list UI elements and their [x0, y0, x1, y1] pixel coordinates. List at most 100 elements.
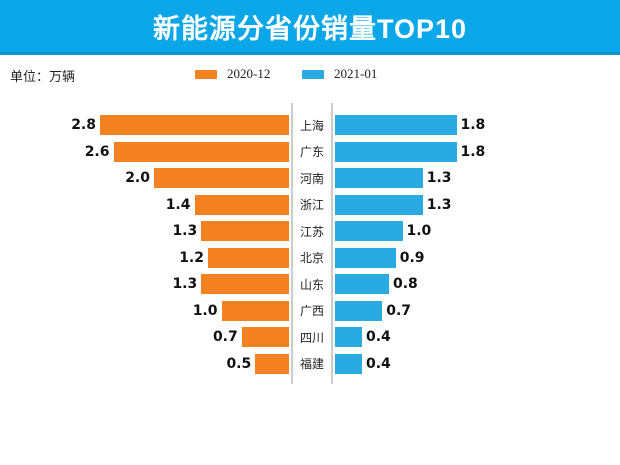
right-value-label: 1.8: [460, 117, 486, 134]
right-cell: 1.8: [335, 115, 620, 136]
province-label: 山东: [299, 277, 324, 292]
left-value-label: 1.3: [172, 223, 198, 240]
left-cell: 0.7: [0, 327, 289, 348]
right-value-label: 0.9: [399, 249, 425, 266]
chart-title: 新能源分省份销量TOP10: [152, 13, 468, 44]
left-cell: 1.0: [0, 300, 289, 321]
left-value-label: 2.6: [84, 143, 110, 160]
right-value-label: 0.4: [366, 355, 391, 372]
category-cell: 广西: [289, 302, 335, 319]
right-cell: 0.4: [335, 353, 620, 374]
right-value-label: 0.4: [366, 329, 391, 346]
bar-2020-12: [154, 168, 289, 189]
legend-swatch-orange: [195, 69, 217, 79]
right-cell: 0.9: [335, 247, 620, 268]
chart-row: 2.0 河南 1.3: [0, 165, 620, 192]
right-value-label: 0.7: [386, 302, 412, 319]
bar-2020-12: [194, 194, 289, 215]
province-label: 福建: [299, 357, 324, 372]
chart-row: 2.6 广东 1.8: [0, 139, 620, 166]
bar-2020-12: [221, 300, 289, 321]
left-cell: 2.8: [0, 115, 289, 136]
bar-2020-12: [201, 221, 289, 242]
chart-row: 1.2 北京 0.9: [0, 245, 620, 272]
bar-2021-01: [335, 221, 403, 242]
chart-row: 1.3 山东 0.8: [0, 271, 620, 298]
left-value-label: 0.7: [212, 329, 238, 346]
right-cell: 0.7: [335, 300, 620, 321]
province-label: 四川: [299, 330, 324, 345]
chart-row: 1.4 浙江 1.3: [0, 192, 620, 219]
right-value-label: 1.0: [406, 223, 432, 240]
bar-2020-12: [241, 327, 289, 348]
left-cell: 0.5: [0, 353, 289, 374]
province-label: 北京: [299, 251, 324, 266]
left-value-label: 2.0: [125, 170, 150, 187]
legend-label: 2020-12: [227, 66, 271, 81]
province-label: 河南: [299, 171, 324, 186]
chart-row: 0.7 四川 0.4: [0, 324, 620, 351]
chart-row: 1.0 广西 0.7: [0, 298, 620, 325]
right-value-label: 1.3: [426, 196, 452, 213]
unit-label: 单位：万辆: [10, 69, 76, 84]
legend-swatch-blue: [302, 69, 324, 79]
left-cell: 2.6: [0, 141, 289, 162]
right-value-label: 1.3: [426, 170, 452, 187]
bar-2021-01: [335, 141, 457, 162]
left-cell: 1.3: [0, 221, 289, 242]
chart-row: 2.8 上海 1.8: [0, 112, 620, 139]
bar-2020-12: [201, 274, 289, 295]
right-cell: 1.8: [335, 141, 620, 162]
left-value-label: 2.8: [71, 117, 96, 134]
bar-2021-01: [335, 115, 457, 136]
center-axis-line-right: [331, 103, 333, 384]
province-label: 上海: [299, 118, 324, 133]
right-cell: 0.8: [335, 274, 620, 295]
bar-2021-01: [335, 247, 396, 268]
right-cell: 1.0: [335, 221, 620, 242]
left-value-label: 1.4: [165, 196, 191, 213]
province-label: 广西: [299, 304, 324, 319]
category-cell: 四川: [289, 329, 335, 346]
left-value-label: 0.5: [226, 355, 252, 372]
bar-2020-12: [113, 141, 289, 162]
bar-2020-12: [255, 353, 289, 374]
province-label: 浙江: [299, 198, 324, 213]
category-cell: 福建: [289, 355, 335, 372]
left-cell: 1.3: [0, 274, 289, 295]
category-cell: 广东: [289, 143, 335, 160]
bar-2021-01: [335, 327, 362, 348]
province-label: 广东: [299, 145, 324, 160]
chart-rows: 2.8 上海 1.8 2.6 广东 1.8 2.0 河南 1.3 1.4 浙江 1.3 1.3 江苏 1.0…: [0, 112, 620, 377]
category-cell: 山东: [289, 276, 335, 293]
left-value-label: 1.2: [179, 249, 204, 266]
chart-row: 1.3 江苏 1.0: [0, 218, 620, 245]
province-label: 江苏: [299, 224, 324, 239]
left-cell: 1.4: [0, 194, 289, 215]
category-cell: 河南: [289, 170, 335, 187]
right-cell: 0.4: [335, 327, 620, 348]
left-value-label: 1.3: [172, 276, 198, 293]
right-value-label: 0.8: [393, 276, 418, 293]
right-value-label: 1.8: [460, 143, 486, 160]
legend-item-2020-12: 2020-12: [195, 66, 270, 82]
left-cell: 1.2: [0, 247, 289, 268]
left-value-label: 1.0: [192, 302, 218, 319]
category-cell: 江苏: [289, 223, 335, 240]
title-banner: 新能源分省份销量TOP10: [0, 0, 620, 55]
legend-label: 2021-01: [334, 66, 378, 81]
bar-2021-01: [335, 168, 423, 189]
category-cell: 上海: [289, 117, 335, 134]
bar-2021-01: [335, 274, 389, 295]
bar-2021-01: [335, 300, 383, 321]
bar-2020-12: [100, 115, 289, 136]
chart-row: 0.5 福建 0.4: [0, 351, 620, 378]
center-axis-line-left: [291, 103, 293, 384]
left-cell: 2.0: [0, 168, 289, 189]
right-cell: 1.3: [335, 194, 620, 215]
bar-2021-01: [335, 194, 423, 215]
category-cell: 北京: [289, 249, 335, 266]
bar-2021-01: [335, 353, 362, 374]
